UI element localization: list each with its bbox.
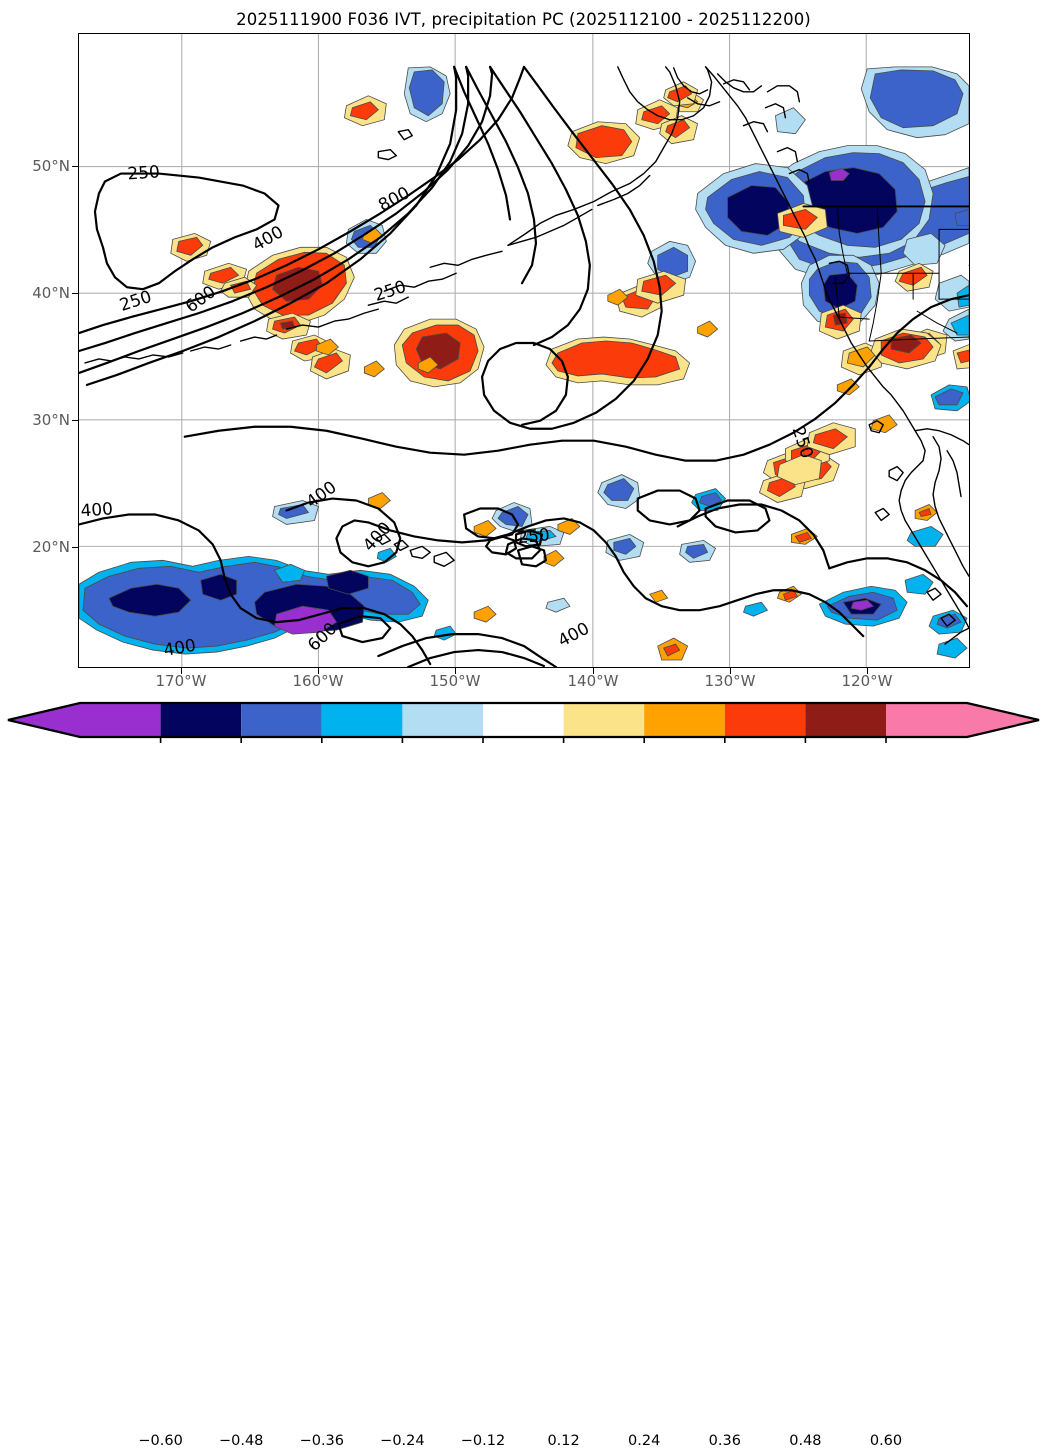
x-tick-mark: [867, 668, 869, 674]
colorbar-tick-label: −0.48: [218, 1433, 264, 1449]
colorbar-seg-8: [724, 703, 806, 737]
colorbar: −0.60 −0.48 −0.36 −0.24 −0.12 0.12 0.24 …: [0, 697, 1047, 1449]
colorbar-seg-9: [805, 703, 886, 737]
figure-canvas: 2025111900 F036 IVT, precipitation PC (2…: [0, 10, 1047, 1449]
colorbar-seg-6: [563, 703, 645, 737]
svg-text:400: 400: [554, 618, 592, 651]
x-tick-label-120W: 120°W: [841, 672, 893, 690]
colorbar-tick-label: 0.12: [547, 1433, 580, 1449]
svg-text:400: 400: [249, 221, 287, 254]
svg-text:250: 250: [117, 286, 154, 315]
colorbar-seg-3: [321, 703, 403, 737]
svg-text:250: 250: [516, 524, 550, 547]
x-tick-mark: [181, 668, 183, 674]
svg-text:400: 400: [162, 635, 197, 660]
colorbar-tick-label: 0.48: [789, 1433, 822, 1449]
y-tick-label-50N: 50°N: [32, 157, 70, 175]
y-tick-label-30N: 30°N: [32, 411, 70, 429]
x-tick-label-150W: 150°W: [429, 672, 481, 690]
x-tick-mark: [593, 668, 595, 674]
map-plot-area: 250 250 250 250 250 400 400 400 400 400 …: [78, 33, 970, 668]
colorbar-extend-max: [967, 703, 1039, 737]
x-tick-label-170W: 170°W: [155, 672, 207, 690]
colorbar-segments: [8, 703, 1039, 737]
colorbar-seg-4: [402, 703, 483, 737]
x-tick-mark: [455, 668, 457, 674]
colorbar-tick-label: 0.36: [708, 1433, 741, 1449]
coastline-layer: [84, 66, 969, 645]
x-tick-label-130W: 130°W: [704, 672, 756, 690]
ivt-contours: [79, 65, 969, 667]
precipitation-pc-shading: [79, 66, 969, 661]
colorbar-seg-0: [80, 703, 161, 737]
colorbar-tick-label: −0.12: [460, 1433, 506, 1449]
colorbar-seg-7: [644, 703, 725, 737]
colorbar-tick-label: 0.60: [869, 1433, 903, 1449]
colorbar-tick-label: −0.36: [299, 1433, 345, 1449]
x-tick-mark: [730, 668, 732, 674]
colorbar-seg-1: [160, 703, 242, 737]
page-title: 2025111900 F036 IVT, precipitation PC (2…: [236, 10, 811, 29]
colorbar-tick-label: −0.60: [138, 1433, 183, 1449]
colorbar-tick-label: −0.24: [380, 1433, 425, 1449]
colorbar-tick-label: 0.24: [628, 1433, 661, 1449]
colorbar-extend-min: [8, 703, 80, 737]
y-tick-mark: [72, 166, 79, 168]
colorbar-svg: [7, 701, 1040, 743]
x-tick-label-140W: 140°W: [567, 672, 619, 690]
svg-text:250: 250: [127, 161, 161, 183]
y-tick-mark: [72, 420, 79, 422]
map-svg: 250 250 250 250 250 400 400 400 400 400 …: [79, 34, 969, 667]
x-tick-label-160W: 160°W: [292, 672, 344, 690]
y-tick-label-20N: 20°N: [32, 538, 70, 556]
colorbar-seg-2: [241, 703, 322, 737]
colorbar-ticks: [159, 737, 887, 743]
colorbar-seg-10: [886, 703, 967, 737]
y-tick-mark: [72, 293, 79, 295]
svg-text:800: 800: [375, 182, 413, 215]
x-tick-mark: [318, 668, 320, 674]
colorbar-outline: [7, 701, 1040, 739]
y-tick-label-40N: 40°N: [32, 284, 70, 302]
colorbar-seg-5: [483, 703, 564, 737]
y-tick-mark: [72, 547, 79, 549]
svg-text:400: 400: [80, 498, 114, 520]
